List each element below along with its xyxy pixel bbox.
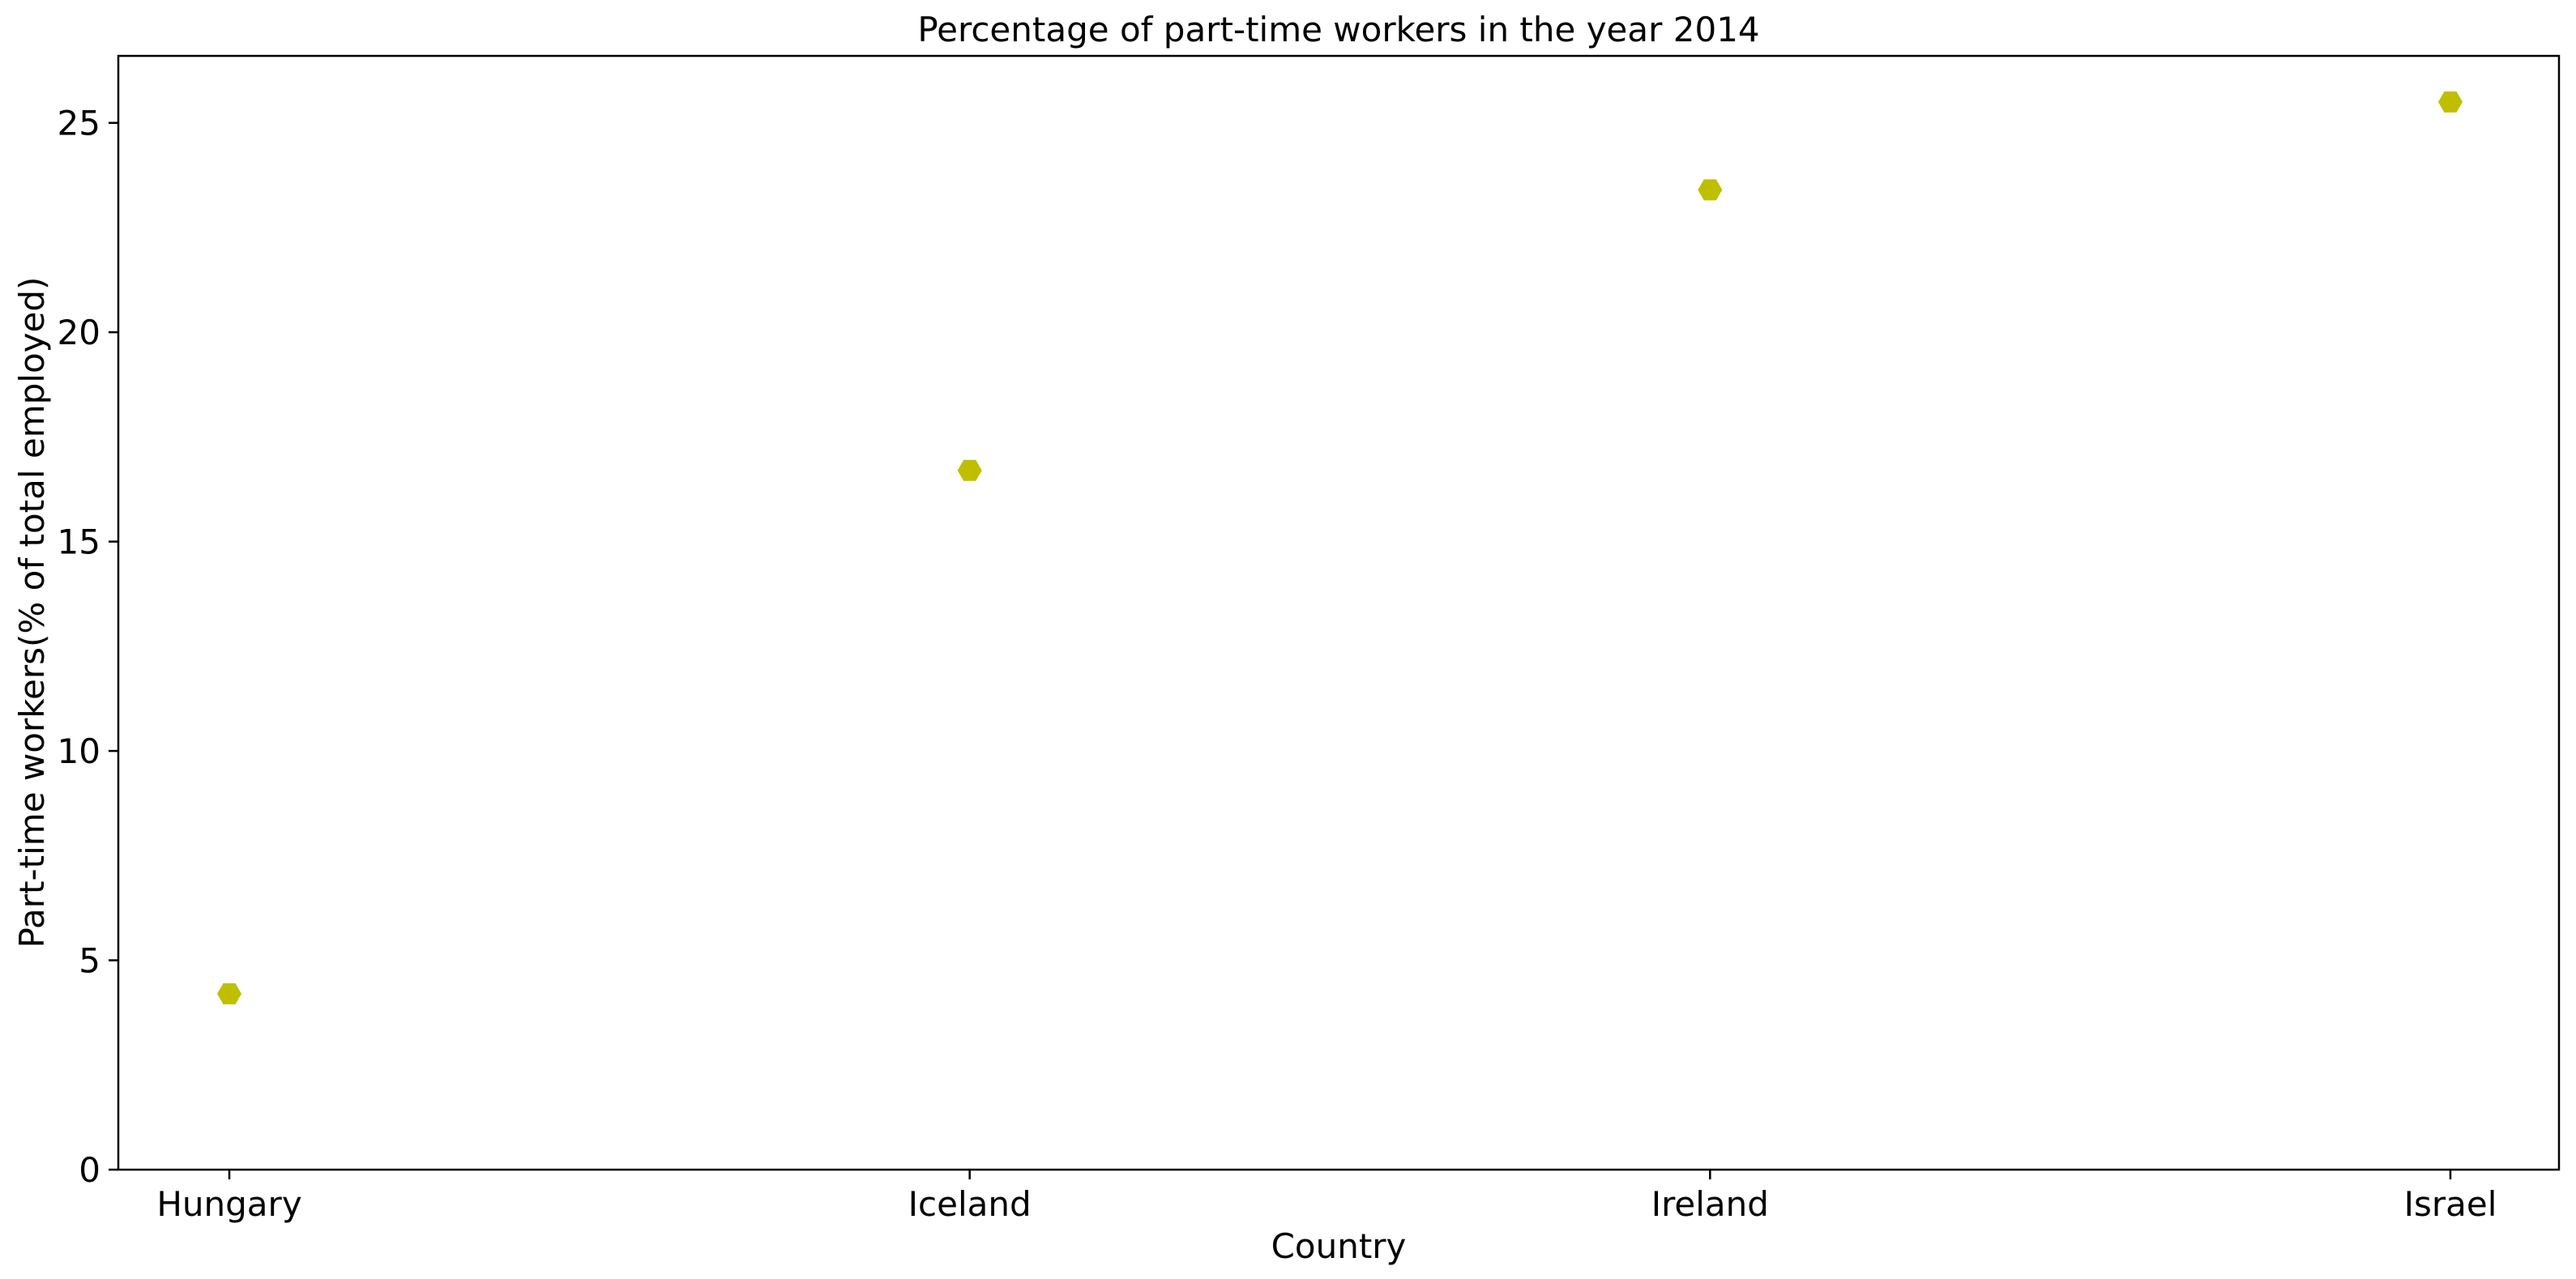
data-point-hungary: [217, 983, 241, 1004]
data-point-israel: [2438, 91, 2463, 113]
y-tick-label: 25: [58, 104, 100, 143]
x-axis-label: Country: [1271, 1226, 1407, 1266]
y-axis-label: Part-time workers(% of total employed): [12, 277, 52, 949]
data-point-ireland: [1698, 179, 1723, 201]
data-points: [217, 91, 2463, 1004]
y-axis: 0 5 10 15 20 25: [58, 104, 118, 1190]
chart-title: Percentage of part-time workers in the y…: [917, 10, 1759, 49]
y-tick-label: 20: [58, 313, 100, 352]
x-tick-label: Iceland: [908, 1184, 1032, 1224]
x-tick-label: Hungary: [156, 1184, 301, 1224]
y-tick-label: 15: [58, 522, 100, 562]
y-tick-label: 10: [58, 731, 100, 771]
data-point-iceland: [957, 459, 982, 481]
x-axis: Hungary Iceland Ireland Israel: [156, 1170, 2497, 1224]
x-tick-label: Israel: [2404, 1184, 2497, 1224]
x-tick-label: Ireland: [1651, 1184, 1769, 1224]
y-tick-label: 5: [79, 941, 100, 981]
plot-frame: [117, 54, 2561, 1171]
y-tick-label: 0: [79, 1150, 100, 1190]
